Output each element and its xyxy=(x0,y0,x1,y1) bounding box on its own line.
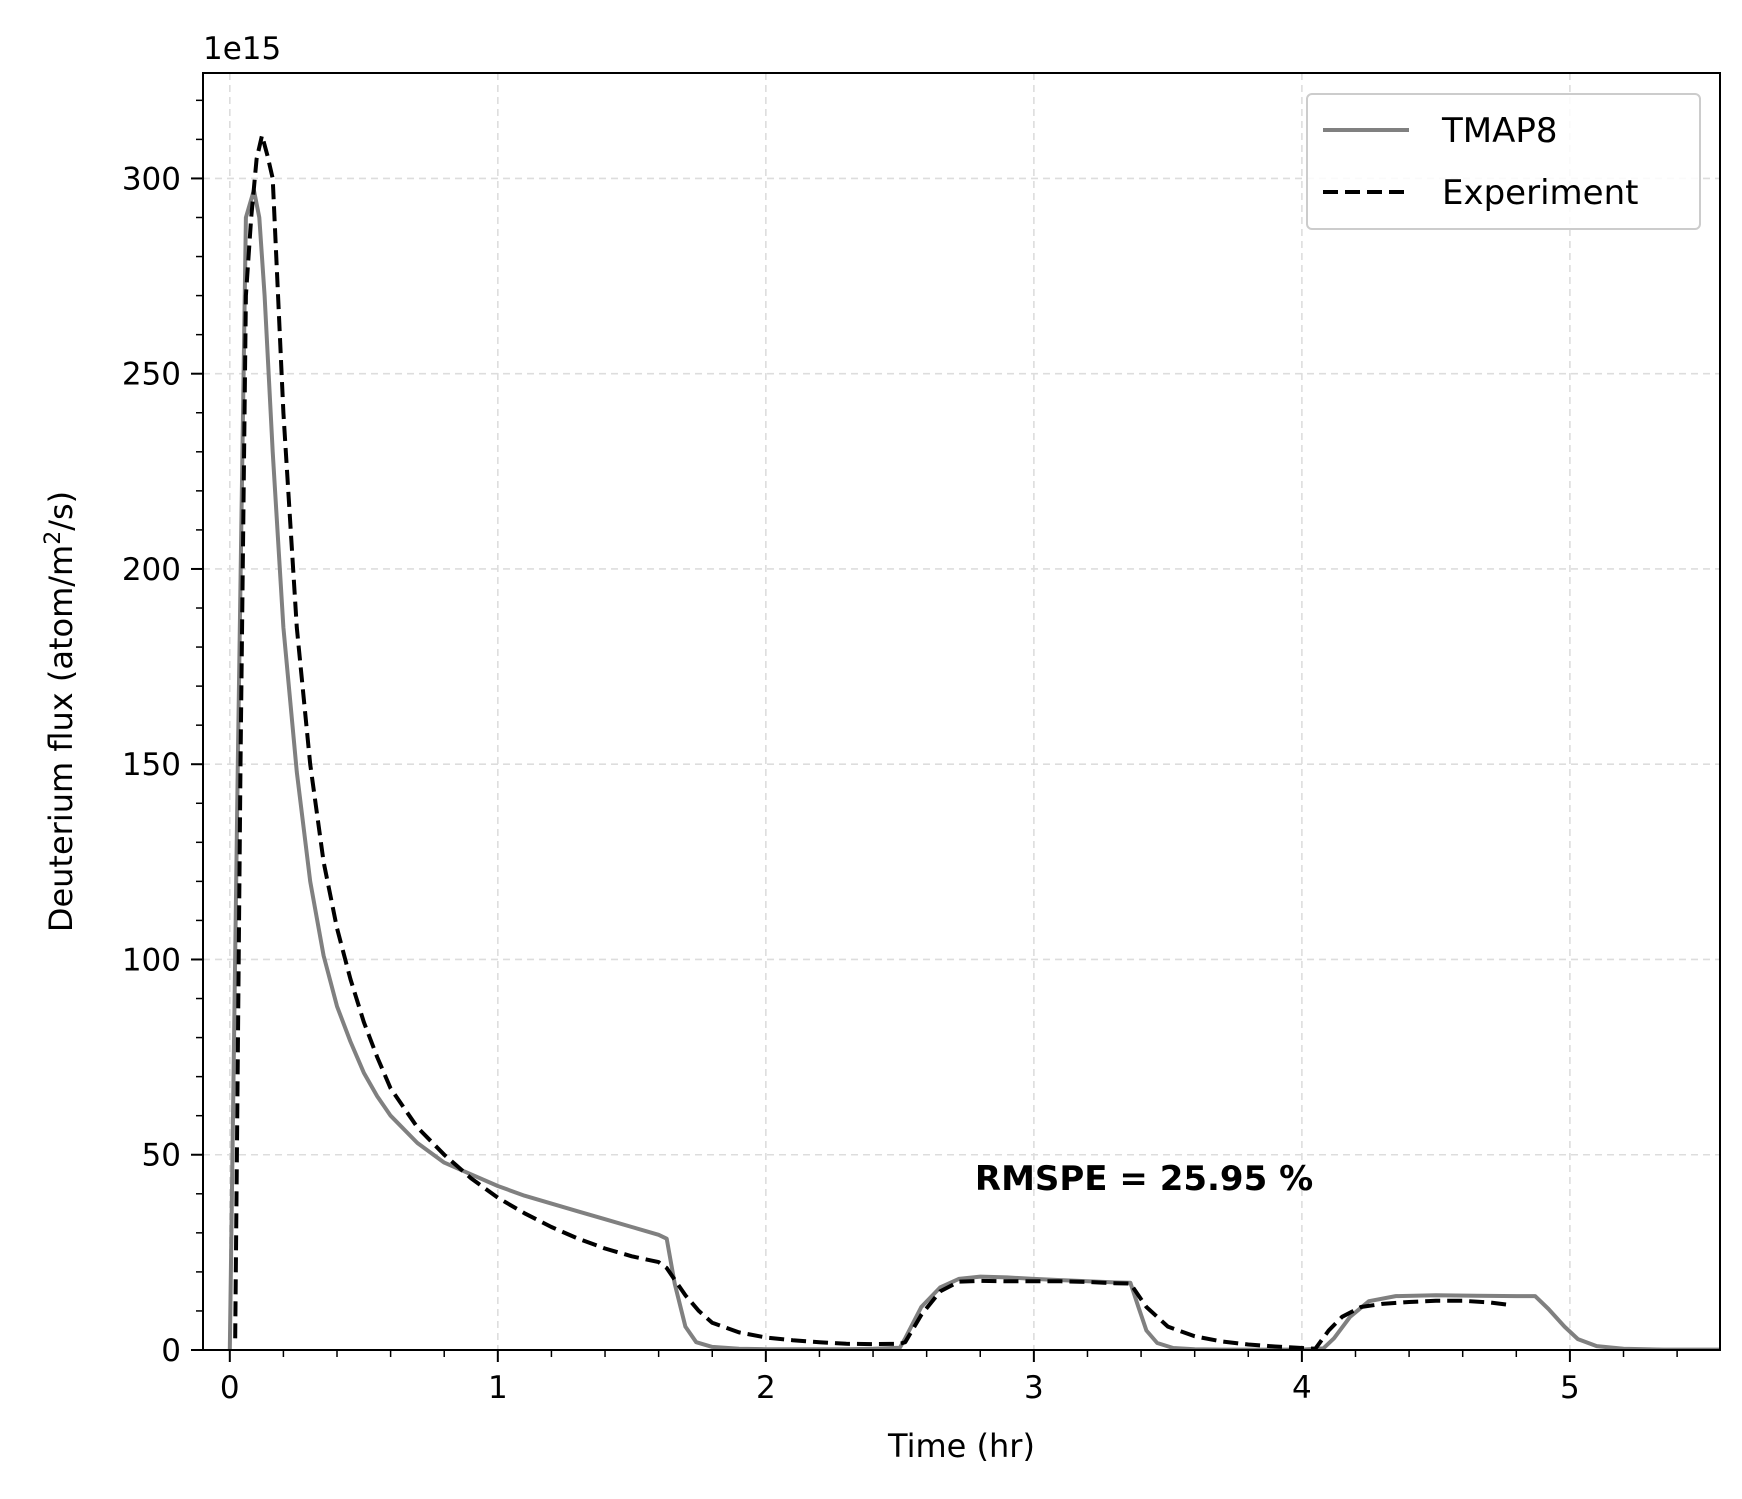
y-tick-label: 300 xyxy=(122,161,181,197)
y-tick-label: 150 xyxy=(122,747,181,783)
y-axis-label-main: Deuterium flux (atom/m xyxy=(42,545,80,932)
x-axis-label: Time (hr) xyxy=(887,1427,1035,1465)
legend: TMAP8 Experiment xyxy=(1306,93,1701,230)
x-tick-label: 1 xyxy=(488,1370,508,1406)
x-tick-label: 3 xyxy=(1024,1370,1044,1406)
legend-label-tmap8: TMAP8 xyxy=(1441,111,1558,151)
series-group xyxy=(227,133,1720,1350)
y-offset-label: 1e15 xyxy=(203,31,281,67)
legend-box xyxy=(1306,93,1701,230)
y-tick-label: 250 xyxy=(122,357,181,393)
y-tick-label: 0 xyxy=(161,1333,181,1369)
y-tick-label: 200 xyxy=(122,552,181,588)
x-tick-label: 2 xyxy=(756,1370,776,1406)
series-line-experiment xyxy=(233,133,1512,1350)
x-tick-label: 0 xyxy=(220,1370,240,1406)
grid xyxy=(203,73,1720,1351)
y-tick-label: 50 xyxy=(142,1138,181,1174)
y-axis-label-tail: /s) xyxy=(42,491,80,531)
legend-label-experiment: Experiment xyxy=(1442,173,1638,213)
y-axis-label: Deuterium flux (atom/m2/s) xyxy=(41,491,80,932)
x-tick-label: 5 xyxy=(1560,1370,1580,1406)
y-axis-label-sup: 2 xyxy=(41,531,66,545)
series-line-tmap8 xyxy=(227,188,1720,1350)
y-tick-label: 100 xyxy=(122,942,181,978)
rmspe-annotation: RMSPE = 25.95 % xyxy=(975,1159,1313,1199)
plot-frame xyxy=(202,72,1721,1351)
x-tick-label: 4 xyxy=(1292,1370,1312,1406)
